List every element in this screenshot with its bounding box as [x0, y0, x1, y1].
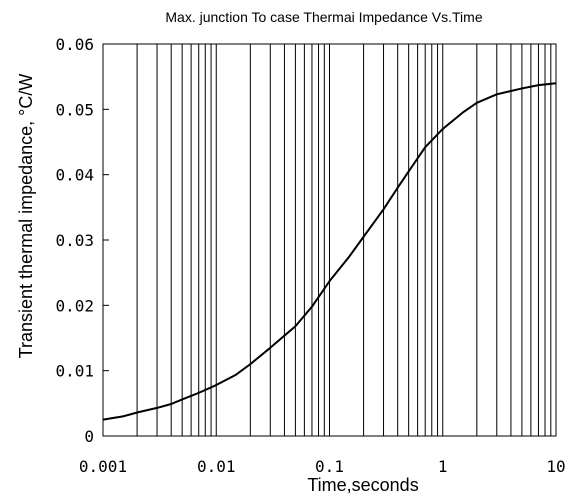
y-axis-title: Transient thermal impedance, °C/W [16, 74, 36, 359]
x-tick-label: 1 [438, 457, 448, 476]
series-layer [102, 82, 557, 421]
vertical-gridlines [102, 44, 552, 436]
x-tick-label: 0.1 [315, 457, 344, 476]
series-line [102, 82, 557, 421]
y-tick-labels: 0 0.01 0.02 0.03 0.04 0.05 0.06 [55, 35, 94, 446]
x-tick-label: 0.001 [79, 457, 127, 476]
x-tick-label: 0.01 [197, 457, 236, 476]
chart-title: Max. junction To case Thermai Impedance … [165, 9, 482, 25]
y-tick-label: 0.03 [55, 231, 94, 250]
y-tick-label: 0.01 [55, 362, 94, 381]
plot-frame [102, 43, 557, 437]
y-tick-label: 0 [84, 427, 94, 446]
x-axis-title: Time,seconds [307, 475, 418, 495]
x-tick-label: 10 [546, 457, 565, 476]
x-tick-labels: 0.001 0.01 0.1 1 10 [79, 457, 566, 476]
y-tick-label: 0.04 [55, 166, 94, 185]
y-tick-label: 0.05 [55, 100, 94, 119]
y-tick-label: 0.02 [55, 296, 94, 315]
y-tick-label: 0.06 [55, 35, 94, 54]
